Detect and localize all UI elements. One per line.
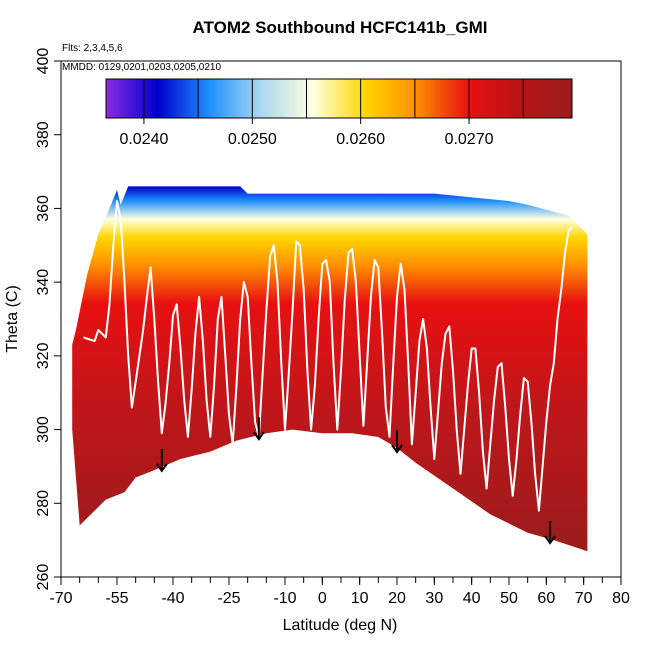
y-tick-label: 320 (35, 342, 52, 369)
y-axis-label: Theta (C) (4, 285, 21, 353)
x-tick-label: -25 (217, 590, 240, 607)
arrow-marker (391, 430, 403, 454)
x-tick-label: 80 (612, 590, 630, 607)
y-tick-label: 280 (35, 490, 52, 517)
flights-annotation: Flts: 2,3,4,5,6 (62, 43, 123, 54)
arrow-marker (155, 448, 168, 473)
y-tick-label: 300 (35, 416, 52, 443)
x-tick-label: 50 (500, 590, 518, 607)
x-tick-label: 30 (425, 590, 443, 607)
colorbar-tick-label: 0.0270 (445, 131, 494, 148)
x-tick-label: -40 (161, 590, 184, 607)
colorbar: 0.0240 0.0250 0.0260 0.0270 (105, 78, 573, 148)
x-tick-label: -10 (273, 590, 296, 607)
y-tick-label: 360 (35, 195, 52, 222)
x-tick-label: 10 (351, 590, 369, 607)
y-axis: 260 280 300 320 340 360 380 400 (35, 48, 61, 591)
flight-track (83, 200, 574, 512)
chart-title: ATOM2 Southbound HCFC141b_GMI (193, 18, 488, 37)
x-tick-label: 0 (318, 590, 327, 607)
x-tick-label: -70 (49, 590, 72, 607)
data-field (72, 186, 588, 552)
x-tick-label: 60 (537, 590, 555, 607)
y-tick-label: 380 (35, 121, 52, 148)
dates-annotation: MMDD: 0129,0201,0203,0205,0210 (62, 62, 221, 73)
flight-track-layer (83, 200, 574, 512)
x-axis-label: Latitude (deg N) (283, 617, 398, 634)
y-tick-label: 260 (35, 564, 52, 591)
x-tick-label: -55 (105, 590, 128, 607)
x-tick-label: 20 (388, 590, 406, 607)
x-tick-label: 40 (463, 590, 481, 607)
colorbar-tick-label: 0.0260 (336, 131, 385, 148)
y-tick-label: 400 (35, 48, 52, 75)
arrow-layer (155, 417, 556, 545)
x-axis: -70 -55 -40 -25 -10 0 10 20 30 40 50 60 70 80 (49, 577, 630, 607)
colorbar-tick-label: 0.0250 (228, 131, 277, 148)
colorbar-tick-label: 0.0240 (119, 131, 168, 148)
colorbar-rect (105, 78, 573, 119)
y-tick-label: 340 (35, 269, 52, 296)
arrow-marker (253, 417, 265, 441)
x-tick-label: 70 (575, 590, 593, 607)
arrow-marker (544, 521, 556, 545)
concentration-field (72, 186, 588, 552)
